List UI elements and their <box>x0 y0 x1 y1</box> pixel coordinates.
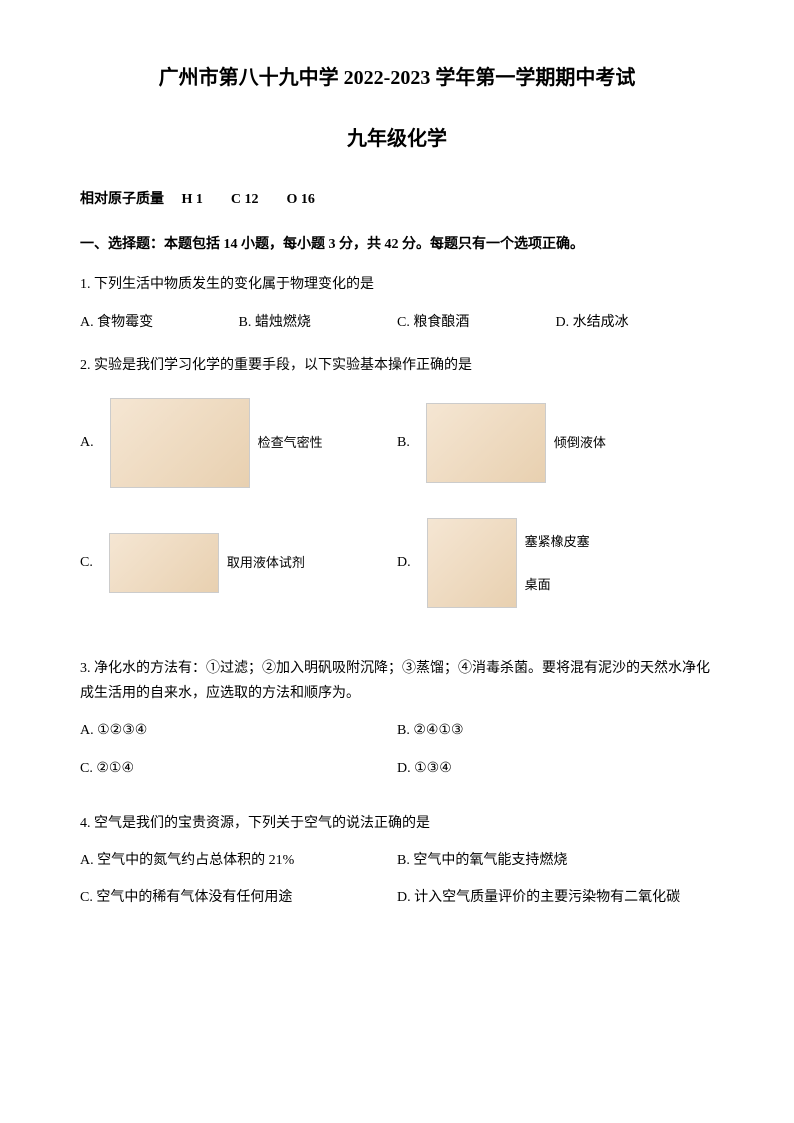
question-4-options: A. 空气中的氮气约占总体积的 21% B. 空气中的氧气能支持燃烧 C. 空气… <box>80 848 714 922</box>
atomic-mass-o: O 16 <box>287 192 315 207</box>
q1-option-d: D. 水结成冰 <box>556 310 715 335</box>
q2-d-letter: D. <box>397 550 411 575</box>
experiment-image-a <box>110 398 250 488</box>
question-2-options-row1: A. 检查气密性 B. 倾倒液体 <box>80 398 714 518</box>
experiment-image-b <box>426 403 546 483</box>
question-4: 4. 空气是我们的宝贵资源，下列关于空气的说法正确的是 A. 空气中的氮气约占总… <box>80 811 714 923</box>
question-3-text: 3. 净化水的方法有：①过滤；②加入明矾吸附沉降；③蒸馏；④消毒杀菌。要将混有泥… <box>80 656 714 706</box>
experiment-image-c <box>109 533 219 593</box>
q2-a-letter: A. <box>80 430 94 455</box>
atomic-mass-line: 相对原子质量 H 1 C 12 O 16 <box>80 187 714 212</box>
q4-option-b: B. 空气中的氧气能支持燃烧 <box>397 848 714 873</box>
question-1-text: 1. 下列生活中物质发生的变化属于物理变化的是 <box>80 272 714 297</box>
q1-option-c: C. 粮食酿酒 <box>397 310 556 335</box>
q4-option-a: A. 空气中的氮气约占总体积的 21% <box>80 848 397 873</box>
q2-a-caption: 检查气密性 <box>258 431 323 454</box>
q2-d-caption-bottom: 桌面 <box>525 573 590 596</box>
question-2-options-row2: C. 取用液体试剂 D. 塞紧橡皮塞 桌面 <box>80 518 714 638</box>
section-1-header: 一、选择题：本题包括 14 小题，每小题 3 分，共 42 分。每题只有一个选项… <box>80 232 714 257</box>
q2-c-caption: 取用液体试剂 <box>227 551 305 574</box>
question-1: 1. 下列生活中物质发生的变化属于物理变化的是 A. 食物霉变 B. 蜡烛燃烧 … <box>80 272 714 334</box>
experiment-image-d <box>427 518 517 608</box>
atomic-mass-c: C 12 <box>231 192 259 207</box>
question-2-text: 2. 实验是我们学习化学的重要手段，以下实验基本操作正确的是 <box>80 353 714 378</box>
q3-option-b: B. ②④①③ <box>397 718 714 743</box>
atomic-mass-h: H 1 <box>182 192 203 207</box>
q4-option-c: C. 空气中的稀有气体没有任何用途 <box>80 885 397 910</box>
q2-d-caption-top: 塞紧橡皮塞 <box>525 530 590 553</box>
q2-c-letter: C. <box>80 550 93 575</box>
q3-option-a: A. ①②③④ <box>80 718 397 743</box>
main-title: 广州市第八十九中学 2022-2023 学年第一学期期中考试 <box>80 60 714 96</box>
question-2: 2. 实验是我们学习化学的重要手段，以下实验基本操作正确的是 A. 检查气密性 … <box>80 353 714 638</box>
sub-title: 九年级化学 <box>80 121 714 157</box>
atomic-mass-label: 相对原子质量 <box>80 192 164 207</box>
q2-option-a: A. 检查气密性 <box>80 398 397 488</box>
question-4-text: 4. 空气是我们的宝贵资源，下列关于空气的说法正确的是 <box>80 811 714 836</box>
q1-option-a: A. 食物霉变 <box>80 310 239 335</box>
q2-option-d: D. 塞紧橡皮塞 桌面 <box>397 518 714 608</box>
q1-option-b: B. 蜡烛燃烧 <box>239 310 398 335</box>
q3-option-c: C. ②①④ <box>80 756 397 781</box>
question-3: 3. 净化水的方法有：①过滤；②加入明矾吸附沉降；③蒸馏；④消毒杀菌。要将混有泥… <box>80 656 714 793</box>
q2-option-c: C. 取用液体试剂 <box>80 518 397 608</box>
question-3-options: A. ①②③④ B. ②④①③ C. ②①④ D. ①③④ <box>80 718 714 792</box>
q2-b-letter: B. <box>397 430 410 455</box>
q3-option-d: D. ①③④ <box>397 756 714 781</box>
q4-option-d: D. 计入空气质量评价的主要污染物有二氧化碳 <box>397 885 714 910</box>
q2-b-caption: 倾倒液体 <box>554 431 606 454</box>
q2-option-b: B. 倾倒液体 <box>397 398 714 488</box>
question-1-options: A. 食物霉变 B. 蜡烛燃烧 C. 粮食酿酒 D. 水结成冰 <box>80 310 714 335</box>
